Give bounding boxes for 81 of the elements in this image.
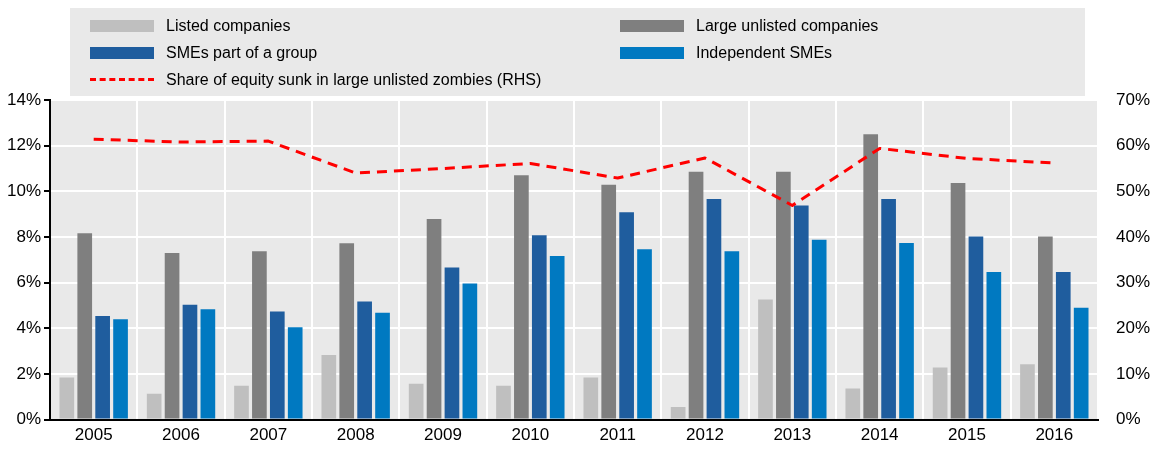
bar xyxy=(426,218,442,419)
bar xyxy=(950,183,966,419)
y2-tick-label: 50% xyxy=(1115,181,1151,200)
bar xyxy=(986,271,1002,419)
y2-tick-label: 70% xyxy=(1115,89,1151,109)
bar xyxy=(59,377,75,419)
bar xyxy=(688,171,704,419)
legend-label: Share of equity sunk in large unlisted zombies (RHS) xyxy=(166,70,542,89)
y2-tick-label: 10% xyxy=(1115,363,1151,383)
x-tick-label: 2012 xyxy=(686,425,724,445)
x-tick-label: 2011 xyxy=(599,425,636,445)
x-tick-label: 2014 xyxy=(860,425,899,445)
y-tick-label: 6% xyxy=(16,272,42,292)
bar xyxy=(146,393,162,419)
bar xyxy=(200,309,216,419)
bar xyxy=(113,319,128,419)
bar xyxy=(776,171,791,419)
bar xyxy=(375,312,390,419)
y2-tick-label: 60% xyxy=(1115,135,1151,155)
bar xyxy=(619,212,634,419)
x-tick-label: 2006 xyxy=(162,425,200,445)
y2-tick-label: 40% xyxy=(1115,226,1151,246)
bar xyxy=(252,251,267,419)
bar xyxy=(724,251,740,419)
bar xyxy=(549,255,565,419)
bar xyxy=(531,235,547,419)
x-tick-label: 2010 xyxy=(511,425,550,445)
bar xyxy=(1055,271,1071,419)
bar xyxy=(583,377,599,419)
x-tick-label: 2005 xyxy=(74,425,113,445)
bar xyxy=(1020,364,1035,419)
bar xyxy=(462,283,478,419)
bar xyxy=(932,367,948,419)
x-tick-label: 2015 xyxy=(948,425,986,445)
bar xyxy=(182,304,198,419)
y-tick-label: 2% xyxy=(16,363,42,383)
x-tick-label: 2013 xyxy=(773,425,812,445)
bar xyxy=(287,327,303,419)
bar xyxy=(269,311,285,419)
bar xyxy=(706,199,722,419)
bar xyxy=(1073,307,1089,419)
bar xyxy=(357,301,372,419)
bar xyxy=(514,175,529,419)
bar xyxy=(444,267,460,419)
bar xyxy=(601,184,617,419)
bar xyxy=(321,355,337,419)
x-tick-label: 2008 xyxy=(336,425,375,445)
legend-label: Independent SMEs xyxy=(696,43,833,62)
bar xyxy=(408,383,424,419)
bar xyxy=(637,249,652,419)
bar xyxy=(77,233,93,419)
bar xyxy=(670,407,686,419)
bar xyxy=(496,385,511,419)
y-tick-label: 12% xyxy=(6,135,42,155)
legend-label: Large unlisted companies xyxy=(696,16,879,35)
y-tick-label: 0% xyxy=(16,409,42,429)
bar xyxy=(899,242,914,419)
bar xyxy=(881,199,896,419)
bar xyxy=(793,205,809,419)
bar xyxy=(339,243,355,419)
bar xyxy=(863,134,879,419)
y-tick-label: 4% xyxy=(16,317,42,337)
y2-tick-label: 20% xyxy=(1115,317,1151,337)
x-tick-label: 2007 xyxy=(249,425,288,445)
bar xyxy=(1038,236,1053,419)
bar xyxy=(811,239,827,419)
bar xyxy=(758,299,773,419)
x-tick-label: 2016 xyxy=(1035,425,1074,445)
legend-label: SMEs part of a group xyxy=(166,43,318,62)
y-tick-label: 8% xyxy=(16,226,42,246)
x-tick-label: 2009 xyxy=(424,425,462,445)
bar xyxy=(95,315,110,419)
bar xyxy=(968,236,984,419)
bar xyxy=(164,252,180,419)
y-tick-label: 10% xyxy=(6,181,42,200)
legend-label: Listed companies xyxy=(166,16,291,35)
y2-tick-label: 30% xyxy=(1115,272,1151,292)
y-tick-label: 14% xyxy=(6,89,42,109)
bar xyxy=(845,388,861,419)
y2-tick-label: 0% xyxy=(1115,409,1141,429)
bar xyxy=(234,385,249,419)
